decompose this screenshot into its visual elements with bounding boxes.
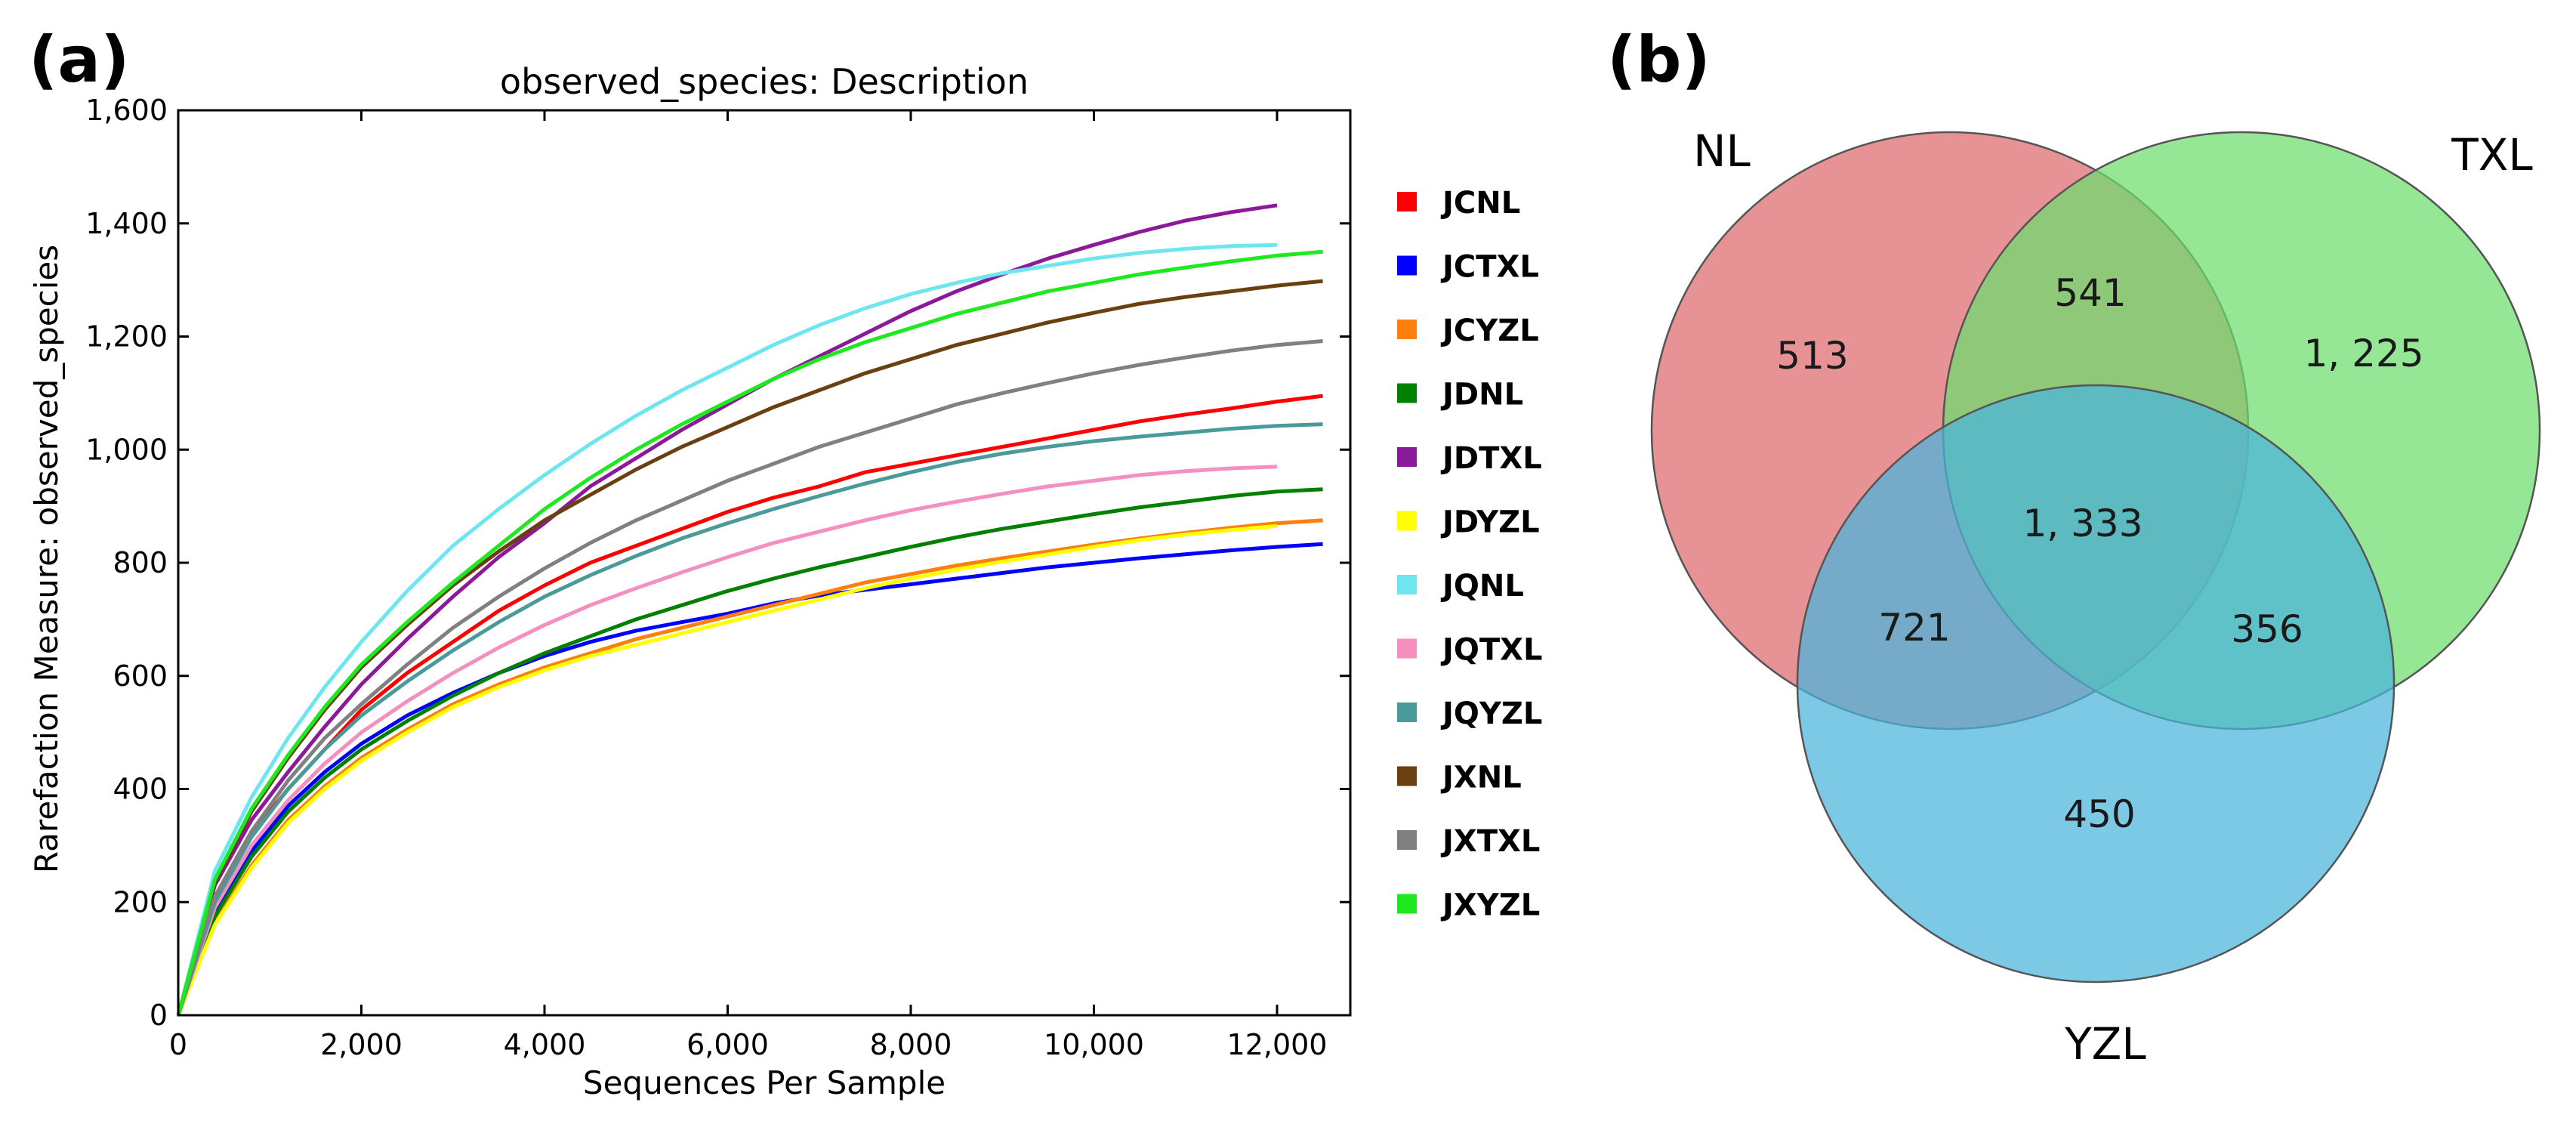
x-axis-label: Sequences Per Sample xyxy=(583,1064,946,1101)
panel-label-a: (a) xyxy=(29,23,129,97)
legend-label-jxnl: JXNL xyxy=(1440,761,1522,795)
series-lines xyxy=(176,203,1323,1016)
y-tick-label: 0 xyxy=(150,999,168,1032)
venn-circle-yzl xyxy=(1796,384,2396,984)
series-line-jdnl xyxy=(176,487,1323,1016)
legend-swatch-jxyzl xyxy=(1397,894,1417,914)
legend-label-jxyzl: JXYZL xyxy=(1440,888,1540,923)
legend-swatch-jdnl xyxy=(1397,383,1417,403)
x-tick-label: 6,000 xyxy=(686,1028,769,1061)
venn-count-nl: 513 xyxy=(1776,334,1848,378)
legend-swatch-jxtxl xyxy=(1397,830,1417,850)
y-tick-label: 1,200 xyxy=(85,320,168,354)
y-tick-label: 400 xyxy=(113,773,168,806)
legend-label-jcnl: JCNL xyxy=(1440,186,1520,221)
legend-label-jdyzl: JDYZL xyxy=(1440,505,1540,540)
venn-circles xyxy=(1650,131,2541,984)
x-tick-label: 10,000 xyxy=(1044,1028,1144,1061)
venn-diagram: (b) NL TXL YZL 513 1, 225 450 541 721 356 1, 333 xyxy=(1607,23,2541,1070)
legend-swatch-jcnl xyxy=(1397,192,1417,212)
x-tick-label: 2,000 xyxy=(320,1028,403,1061)
rarefaction-chart: (a) observed_species: Description Sequen… xyxy=(28,23,1543,1101)
venn-set-label-txl: TXL xyxy=(2451,129,2532,181)
chart-title: observed_species: Description xyxy=(500,61,1029,102)
legend-swatch-jdtxl xyxy=(1397,447,1417,467)
legend-label-jcyzl: JCYZL xyxy=(1440,313,1539,348)
series-line-jctxl xyxy=(176,542,1323,1016)
y-tick-label: 1,600 xyxy=(85,94,168,127)
series-line-jxyzl xyxy=(176,249,1323,1016)
legend-label-jdtxl: JDTXL xyxy=(1440,441,1542,476)
series-line-jxtxl xyxy=(176,339,1323,1016)
venn-set-label-nl: NL xyxy=(1693,125,1751,177)
legend-swatch-jcyzl xyxy=(1397,320,1417,339)
legend-swatch-jctxl xyxy=(1397,255,1417,276)
legend-swatch-jdyzl xyxy=(1397,511,1417,531)
legend-label-jctxl: JCTXL xyxy=(1440,250,1539,285)
venn-count-nl-txl-yzl: 1, 333 xyxy=(2022,502,2143,545)
venn-labels: NL TXL YZL 513 1, 225 450 541 721 356 1, 333 xyxy=(1693,125,2533,1070)
legend: JCNL JCTXL JCYZL JDNL JDTXL JDYZL JQNL JQTXL JQY… xyxy=(1397,186,1543,923)
y-tick-label: 1,400 xyxy=(85,207,168,240)
panel-label-b: (b) xyxy=(1607,23,1711,97)
legend-label-jqtxl: JQTXL xyxy=(1440,633,1543,668)
venn-count-nl-txl: 541 xyxy=(2054,271,2126,315)
y-tick-label: 200 xyxy=(113,885,168,919)
legend-label-jqyzl: JQYZL xyxy=(1440,696,1542,731)
y-axis-label: Rarefaction Measure: observed_species xyxy=(28,245,65,873)
plot-frame xyxy=(177,109,1352,1017)
legend-label-jdnl: JDNL xyxy=(1440,378,1523,412)
legend-label-jqnl: JQNL xyxy=(1440,569,1524,604)
venn-count-nl-yzl: 721 xyxy=(1878,606,1950,650)
series-line-jdtxl xyxy=(176,203,1278,1016)
series-line-jqnl xyxy=(176,242,1278,1016)
series-line-jqyzl xyxy=(176,422,1323,1016)
series-line-jqtxl xyxy=(176,465,1278,1016)
x-tick-label: 12,000 xyxy=(1227,1028,1328,1061)
legend-label-jxtxl: JXTXL xyxy=(1440,824,1540,859)
venn-count-yzl: 450 xyxy=(2063,792,2135,836)
legend-swatch-jqyzl xyxy=(1397,702,1417,722)
series-line-jdyzl xyxy=(176,523,1278,1016)
y-tick-label: 1,000 xyxy=(85,433,168,466)
axis-ticks: 0 2,000 4,000 6,000 8,000 10,000 12,000 0 200 400… xyxy=(85,94,1350,1061)
venn-count-txl-yzl: 356 xyxy=(2231,607,2303,651)
x-tick-label: 8,000 xyxy=(870,1028,952,1061)
y-tick-label: 600 xyxy=(113,659,168,693)
legend-swatch-jqnl xyxy=(1397,575,1417,594)
venn-count-txl: 1, 225 xyxy=(2303,332,2423,375)
y-tick-label: 800 xyxy=(113,546,168,579)
x-tick-label: 4,000 xyxy=(504,1028,586,1061)
legend-swatch-jxnl xyxy=(1397,766,1417,786)
x-tick-label: 0 xyxy=(169,1028,187,1061)
series-line-jcnl xyxy=(176,394,1323,1016)
legend-swatch-jqtxl xyxy=(1397,638,1417,659)
venn-set-label-yzl: YZL xyxy=(2064,1018,2146,1070)
